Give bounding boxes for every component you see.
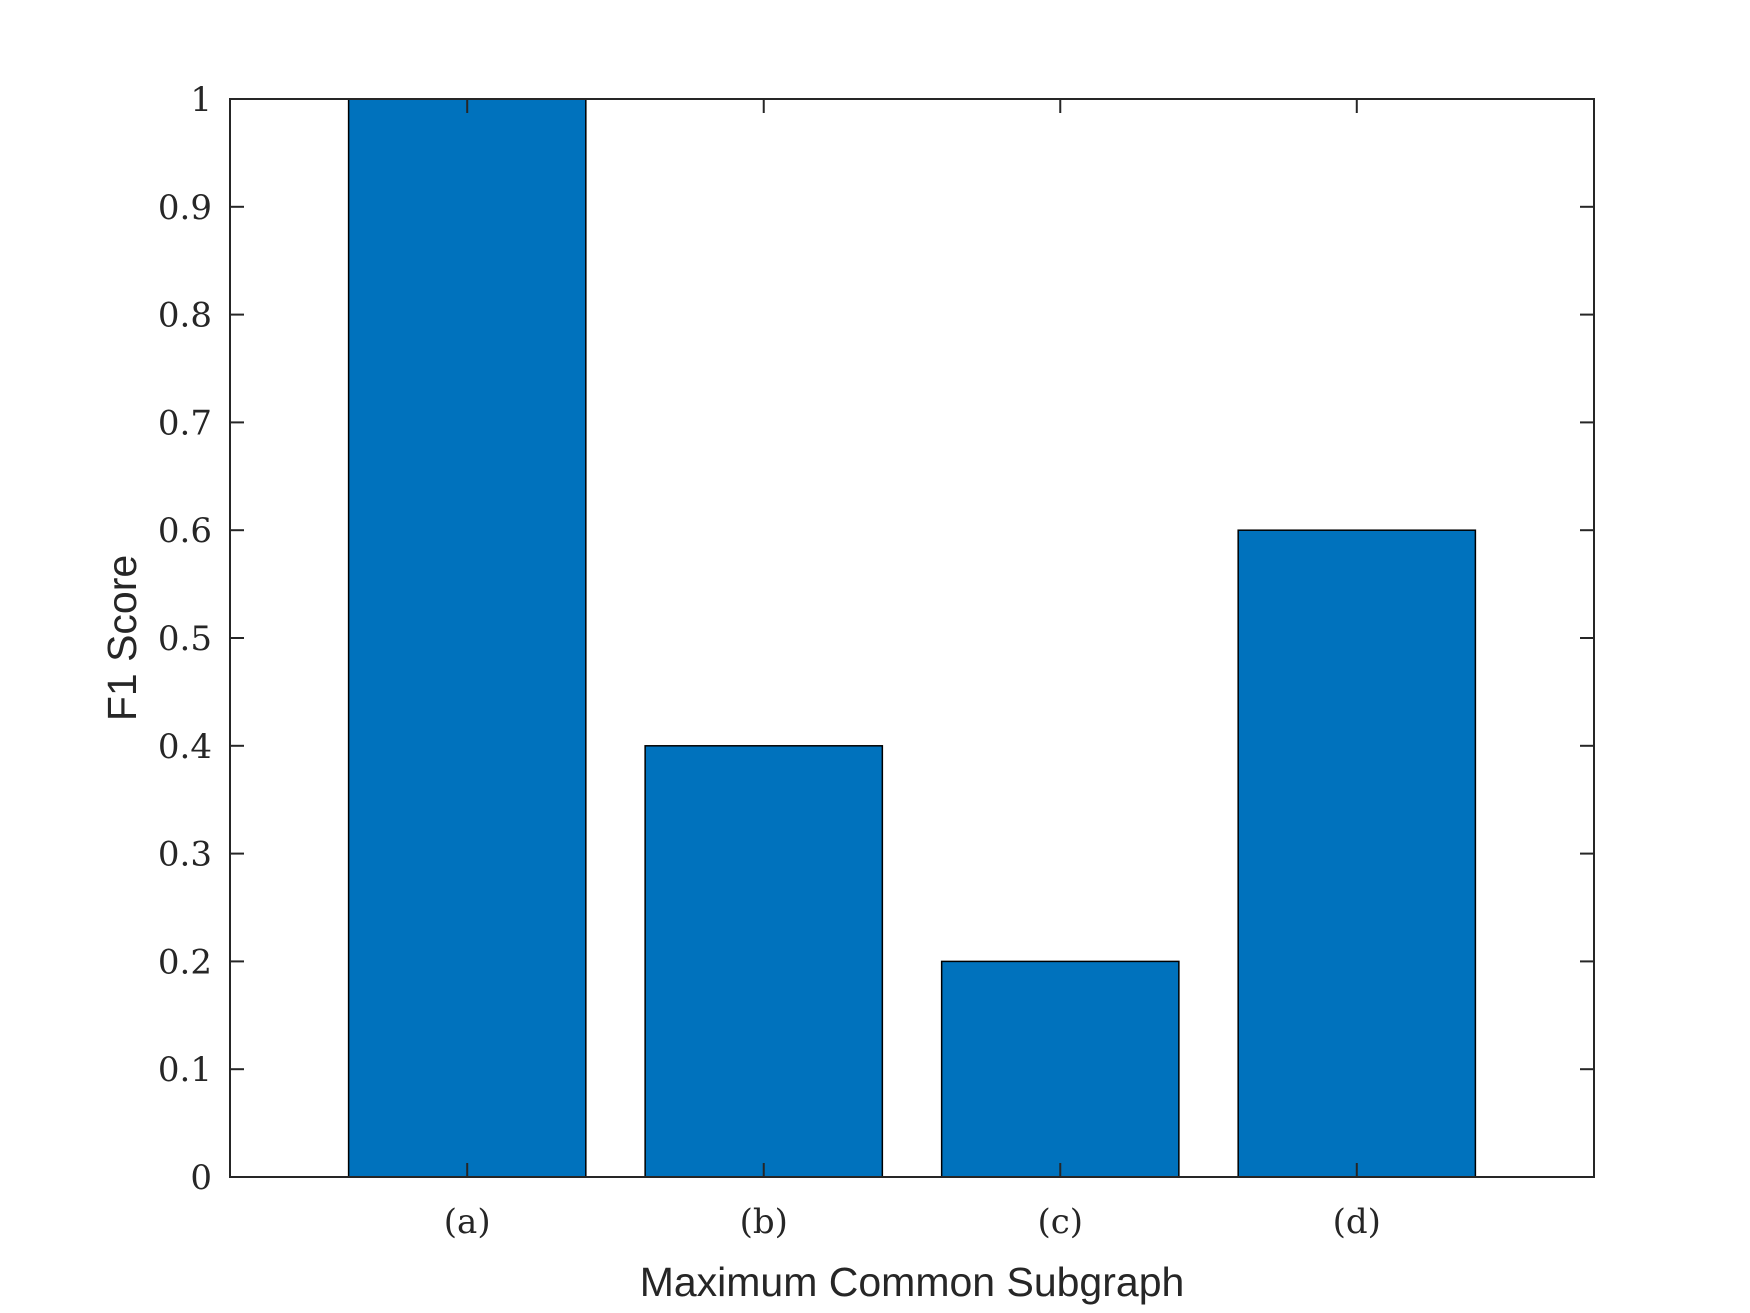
bar-b bbox=[644, 745, 884, 1178]
y-tick-labels: 0 0.1 0.2 0.3 0.4 0.5 0.6 0.7 0.8 0.9 1 bbox=[158, 80, 212, 1198]
y-tick-label: 1 bbox=[190, 80, 212, 120]
x-tick-label: (a) bbox=[444, 1202, 491, 1242]
y-tick-label: 0.4 bbox=[158, 727, 212, 767]
y-tick-label: 0.3 bbox=[158, 835, 212, 875]
y-tick-label: 0.8 bbox=[158, 296, 212, 336]
y-tick-label: 0.9 bbox=[158, 188, 212, 228]
bar-a bbox=[347, 98, 587, 1178]
x-tick-labels: (a) (b) (c) (d) bbox=[444, 1202, 1381, 1242]
y-tick-label: 0.2 bbox=[158, 942, 212, 982]
y-tick-label: 0.5 bbox=[158, 619, 212, 659]
bars-group bbox=[347, 98, 1477, 1178]
bar-c bbox=[940, 960, 1180, 1178]
x-axis-label: Maximum Common Subgraph bbox=[640, 1259, 1185, 1305]
y-tick-label: 0.6 bbox=[158, 511, 212, 551]
y-tick-label: 0 bbox=[190, 1158, 212, 1198]
x-tick-label: (c) bbox=[1037, 1202, 1083, 1242]
x-tick-label: (b) bbox=[740, 1202, 788, 1242]
y-tick-label: 0.1 bbox=[158, 1050, 212, 1090]
y-axis-label: F1 Score bbox=[99, 555, 145, 721]
y-tick-label: 0.7 bbox=[158, 403, 212, 443]
axes-box bbox=[229, 98, 1595, 1178]
bar-d bbox=[1237, 529, 1477, 1178]
x-tick-label: (d) bbox=[1333, 1202, 1381, 1242]
